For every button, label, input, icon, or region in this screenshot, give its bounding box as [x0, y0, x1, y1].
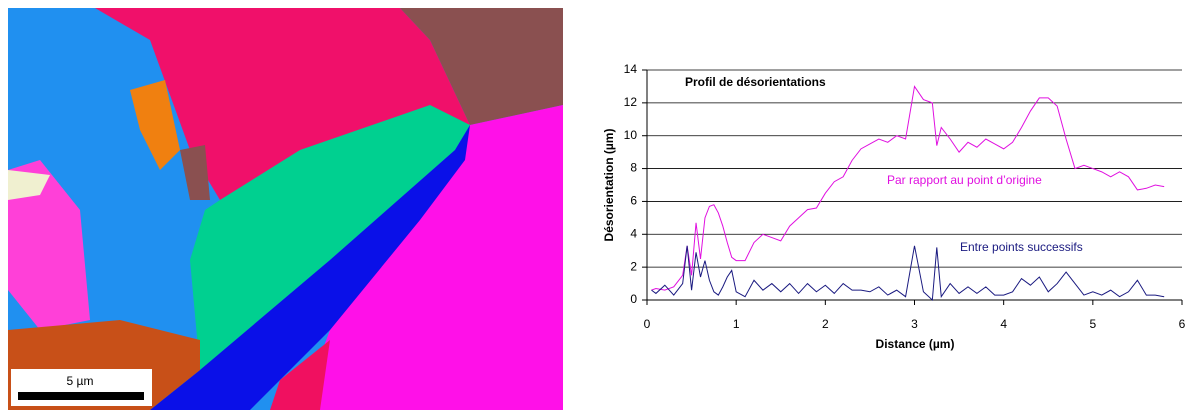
x-tick-label: 4 — [1000, 317, 1007, 331]
x-tick-label: 0 — [644, 317, 651, 331]
scale-bar-label: 5 µm — [67, 374, 94, 388]
y-tick-label: 12 — [624, 95, 638, 109]
y-axis-label: Désorientation (µm) — [602, 129, 616, 242]
x-tick-label: 6 — [1179, 317, 1186, 331]
x-tick-label: 5 — [1089, 317, 1096, 331]
y-tick-label: 6 — [630, 194, 637, 208]
series-label: Par rapport au point d’origine — [887, 173, 1042, 187]
ebsd-map — [8, 8, 563, 410]
y-tick-label: 8 — [630, 161, 637, 175]
chart-title: Profil de désorientations — [685, 75, 826, 89]
y-tick-label: 10 — [624, 128, 638, 142]
x-tick-label: 3 — [911, 317, 918, 331]
x-tick-label: 2 — [822, 317, 829, 331]
x-axis-label: Distance (µm) — [876, 337, 955, 351]
x-tick-label: 1 — [733, 317, 740, 331]
y-tick-label: 14 — [624, 62, 638, 76]
y-tick-label: 4 — [630, 226, 637, 240]
series-line — [651, 85, 1165, 291]
series-label: Entre points successifs — [960, 240, 1083, 254]
scale-bar — [18, 392, 144, 400]
series-line — [651, 245, 1165, 302]
y-tick-label: 0 — [630, 292, 637, 306]
y-tick-label: 2 — [630, 259, 637, 273]
